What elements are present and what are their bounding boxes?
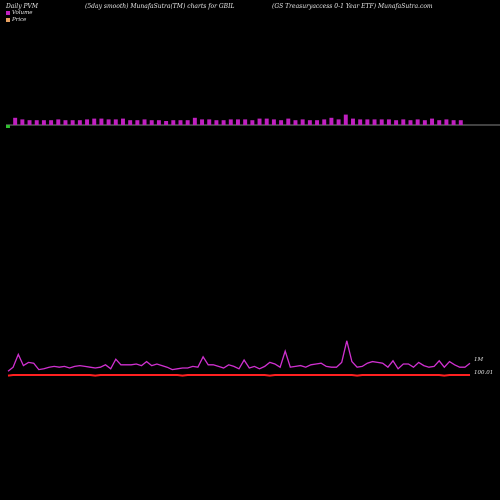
volume-bar [49, 120, 54, 125]
volume-bar [171, 120, 176, 125]
volume-bar [372, 119, 377, 125]
volume-bar [401, 119, 406, 125]
volume-bar [358, 119, 363, 125]
volume-bar [164, 121, 169, 125]
volume-bar [343, 114, 348, 125]
volume-bar [156, 120, 161, 125]
volume-bar [135, 120, 140, 125]
volume-bar [394, 120, 399, 125]
volume-bar [13, 117, 18, 125]
chart-header-left: Daily PVM [6, 3, 39, 10]
volume-bars [6, 114, 463, 128]
volume-bar [41, 120, 46, 125]
volume-bar [121, 118, 125, 125]
volume-bar [27, 120, 32, 125]
volume-bar [113, 119, 118, 125]
volume-bar [279, 120, 284, 125]
legend-price-label: Price [12, 17, 27, 23]
legend-volume: Volume [6, 10, 33, 16]
volume-bar [437, 120, 442, 125]
volume-bar [257, 118, 262, 125]
legend-volume-swatch [6, 10, 10, 15]
volume-bar [185, 120, 190, 125]
volume-bar [243, 119, 248, 125]
price-line [7, 374, 470, 377]
volume-bar [286, 118, 291, 125]
volume-bar [228, 119, 233, 125]
volume-bar [20, 119, 25, 125]
volume-bar [351, 118, 355, 125]
volume-bar [415, 119, 420, 125]
volume-bar [77, 120, 82, 125]
price-axis-label: 100.01 [474, 370, 493, 376]
volume-bar [451, 120, 456, 125]
volume-bar [85, 119, 90, 125]
volume-bar [422, 120, 427, 125]
volume-bar [142, 119, 147, 125]
volume-bar [315, 120, 320, 125]
volume-bar [408, 120, 413, 125]
volume-bar [430, 118, 435, 125]
legend-price-swatch [6, 17, 10, 22]
volume-bar [128, 120, 133, 125]
volume-bar [329, 117, 334, 125]
volume-bar [300, 119, 305, 125]
volume-bar [444, 119, 449, 125]
volume-bar [293, 120, 298, 125]
volume-bar [365, 119, 370, 125]
legend-price: Price [6, 17, 26, 23]
volume-bar [379, 119, 384, 125]
volume-line [7, 340, 471, 372]
volume-bar [458, 120, 463, 125]
volume-bar [149, 120, 154, 125]
volume-bar [271, 119, 276, 125]
volume-bar [92, 118, 97, 125]
volume-bar [264, 118, 269, 125]
volume-axis-label: 1M [474, 357, 483, 363]
volume-bar [178, 120, 183, 125]
volume-bar [70, 120, 75, 125]
volume-bar [386, 119, 391, 125]
volume-bar [250, 120, 255, 125]
volume-bar [6, 125, 10, 128]
legend-volume-label: Volume [12, 10, 33, 16]
volume-bar [63, 120, 68, 125]
volume-bar [322, 119, 327, 125]
volume-bar [336, 119, 341, 125]
volume-bar [221, 120, 226, 125]
volume-bar [236, 119, 240, 125]
volume-bar [307, 120, 312, 125]
volume-bar [106, 119, 111, 125]
volume-bar [34, 120, 39, 125]
volume-bar [56, 119, 61, 125]
volume-bar [214, 120, 219, 125]
chart-header-right: (GS Treasuryaccess 0-1 Year ETF) MunafaS… [272, 3, 433, 10]
volume-bar [200, 119, 205, 125]
volume-bar [207, 119, 212, 125]
chart-header-title: (5day smooth) MunafaSutra(TM) charts for… [85, 3, 235, 10]
volume-bar [99, 118, 104, 125]
volume-bar [192, 117, 197, 125]
